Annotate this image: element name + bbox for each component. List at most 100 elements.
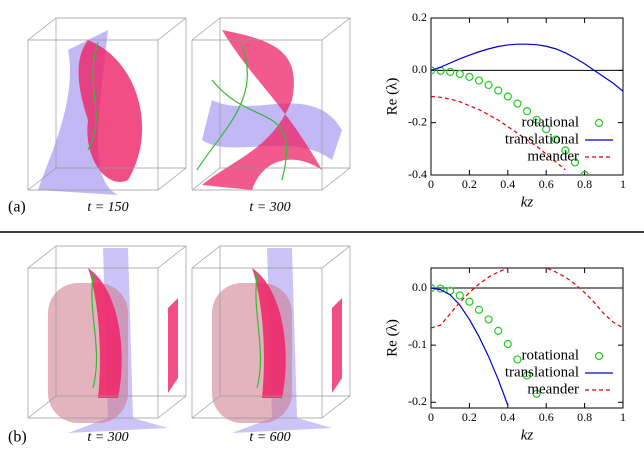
plot-frame <box>430 267 624 409</box>
y-tick-label: -0.2 <box>408 114 427 128</box>
box-edge <box>27 17 57 41</box>
x-tick-label: 1 <box>620 177 626 191</box>
legend-label: rotational <box>522 114 579 130</box>
data-point <box>513 99 522 108</box>
time-caption: t = 300 <box>249 200 290 215</box>
data-point <box>484 315 493 324</box>
data-point <box>474 305 484 314</box>
box-edge <box>191 167 221 191</box>
filament <box>196 44 288 181</box>
rendering <box>27 17 187 195</box>
legend-label: rotational <box>522 347 579 363</box>
x-tick-label: 0.6 <box>539 410 554 424</box>
time-caption: t = 150 <box>87 200 128 215</box>
box-edge <box>157 167 187 191</box>
surface-pink <box>78 40 143 182</box>
data-point <box>561 146 570 155</box>
data-point <box>532 115 541 124</box>
sheet-pink <box>168 298 178 393</box>
x-tick-label: 0.6 <box>539 177 554 191</box>
x-tick-label: 0.2 <box>462 410 477 424</box>
x-axis-label: kz <box>521 427 534 443</box>
x-tick-label: 0.2 <box>462 177 477 191</box>
surface-pink <box>88 268 122 398</box>
box-edge <box>27 167 57 191</box>
data-line <box>431 43 623 92</box>
data-line <box>431 287 509 406</box>
y-tick-label: -0.2 <box>408 394 427 408</box>
legend-label: meander <box>527 381 579 397</box>
rendering <box>27 245 187 433</box>
panel-label: (a) <box>8 199 26 216</box>
box-edge <box>321 395 351 419</box>
x-tick-label: 0 <box>428 177 434 191</box>
box-edge <box>157 395 187 419</box>
data-line <box>431 95 566 171</box>
legend-marker <box>594 351 604 361</box>
legend-label: translational <box>505 131 579 147</box>
legend-label: meander <box>527 148 579 164</box>
y-axis-label: Re (λ) <box>384 319 400 357</box>
rendering <box>191 245 351 433</box>
data-point <box>513 355 522 364</box>
data-point <box>431 66 436 75</box>
x-tick-label: 0.8 <box>577 410 592 424</box>
plot-area <box>431 43 623 175</box>
data-point <box>522 371 532 380</box>
data-point <box>455 69 464 79</box>
legend-label: translational <box>505 364 579 380</box>
data-point <box>484 80 493 90</box>
filament <box>255 272 262 389</box>
surface-pink <box>252 268 286 398</box>
x-tick-label: 0.4 <box>500 177 515 191</box>
data-point <box>570 158 580 167</box>
data-point <box>446 67 455 77</box>
y-tick-label: 0.2 <box>412 10 427 24</box>
data-point <box>474 76 484 85</box>
legend-marker <box>594 118 604 128</box>
rendering <box>191 17 351 191</box>
data-point <box>532 389 541 398</box>
data-point <box>503 92 512 101</box>
box-edge <box>321 245 351 269</box>
data-point <box>431 283 436 293</box>
data-point <box>465 72 474 81</box>
box-edge <box>27 245 57 269</box>
data-point <box>494 326 503 335</box>
y-tick-label: 0.0 <box>412 62 427 76</box>
data-point <box>522 107 532 116</box>
sheet-pink <box>332 298 342 393</box>
surface-pink <box>202 30 322 190</box>
box-edge <box>157 17 187 41</box>
data-point <box>465 297 474 306</box>
box-edge <box>157 245 187 269</box>
data-point <box>494 86 503 95</box>
box-edge <box>191 395 221 419</box>
x-tick-label: 1 <box>620 410 626 424</box>
box-edge <box>321 17 351 41</box>
x-tick-label: 0 <box>428 410 434 424</box>
y-tick-label: 0.0 <box>412 280 427 294</box>
time-caption: t = 300 <box>87 430 128 445</box>
box-edge <box>27 395 57 419</box>
time-caption: t = 600 <box>249 430 290 445</box>
x-axis-label: kz <box>521 194 534 210</box>
data-point <box>503 339 512 349</box>
filament <box>91 272 98 389</box>
box-edge <box>321 167 351 191</box>
data-point <box>580 170 589 175</box>
filament <box>87 41 99 151</box>
box-edge <box>191 17 221 41</box>
x-tick-label: 0.4 <box>500 410 515 424</box>
box-edge <box>191 245 221 269</box>
y-axis-label: Re (λ) <box>384 78 400 116</box>
data-point <box>542 125 551 134</box>
panel-label: (b) <box>8 429 27 446</box>
surface-purple <box>202 100 342 160</box>
data-point <box>551 135 560 144</box>
data-line <box>431 268 623 329</box>
y-tick-label: -0.4 <box>408 167 427 181</box>
x-tick-label: 0.8 <box>577 177 592 191</box>
plot-area <box>431 268 623 406</box>
